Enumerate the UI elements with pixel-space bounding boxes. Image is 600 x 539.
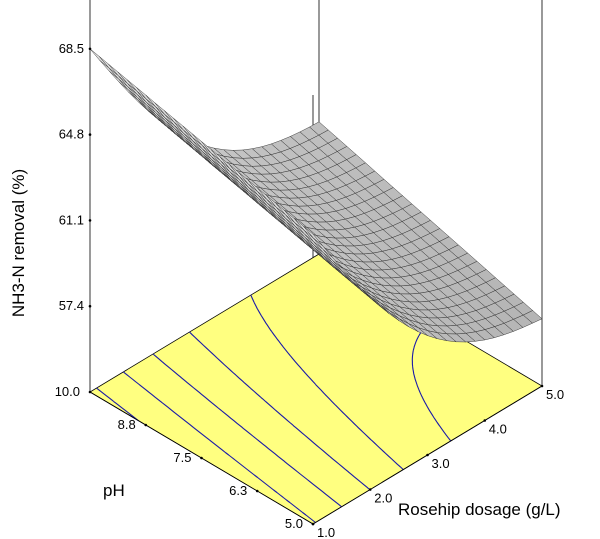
z-tick-label: 57.4 xyxy=(59,298,84,313)
y-tick-mark xyxy=(144,423,148,427)
x-tick-mark xyxy=(483,419,487,422)
contour-line xyxy=(122,371,316,523)
z-tick-label: 64.8 xyxy=(59,127,84,142)
x-tick-label: 2.0 xyxy=(374,491,392,506)
x-tick-label: 5.0 xyxy=(546,387,564,402)
x-tick-label: 4.0 xyxy=(489,422,507,437)
z-tick-mark xyxy=(88,47,92,51)
y-tick-label: 5.0 xyxy=(285,516,303,531)
x-tick-mark xyxy=(540,384,544,388)
y-tick-label: 8.8 xyxy=(118,417,136,432)
response-surface xyxy=(89,48,543,343)
x-tick-mark xyxy=(368,488,372,491)
x-tick-label: 3.0 xyxy=(432,456,450,471)
z-tick-label: 68.5 xyxy=(59,41,84,56)
z-tick-mark xyxy=(88,304,92,308)
y-tick-label: 10.0 xyxy=(55,384,80,399)
contour-line xyxy=(250,294,404,471)
surface-facet xyxy=(303,226,323,246)
y-tick-label: 7.5 xyxy=(173,450,191,465)
y-tick-mark xyxy=(311,522,315,526)
z-tick-mark xyxy=(88,133,92,136)
z-tick-label: 61.1 xyxy=(59,212,84,227)
surface-facet xyxy=(99,56,119,76)
y-tick-mark xyxy=(200,456,203,460)
x-tick-mark xyxy=(426,453,429,457)
x-axis-title: Rosehip dosage (g/L) xyxy=(398,500,561,519)
surface-facet xyxy=(89,48,109,68)
surface-facet xyxy=(99,59,119,79)
z-tick-mark xyxy=(88,219,92,222)
contour-line xyxy=(152,353,342,508)
axis-ticks: 1.0 2.0 3.0 4.0 5.0 5.0 6.3 7.5 8.8 10.0 57.4 61.1 6… xyxy=(55,41,564,539)
contour-line xyxy=(189,331,371,491)
surface-facet xyxy=(108,67,128,87)
y-axis-title: pH xyxy=(103,481,125,500)
y-tick-label: 6.3 xyxy=(229,483,247,498)
x-tick-label: 1.0 xyxy=(317,525,335,539)
z-axis-title: NH3-N removal (%) xyxy=(9,169,28,317)
y-tick-mark xyxy=(255,489,259,493)
y-tick-mark xyxy=(88,390,92,394)
surface-facet xyxy=(117,75,138,95)
